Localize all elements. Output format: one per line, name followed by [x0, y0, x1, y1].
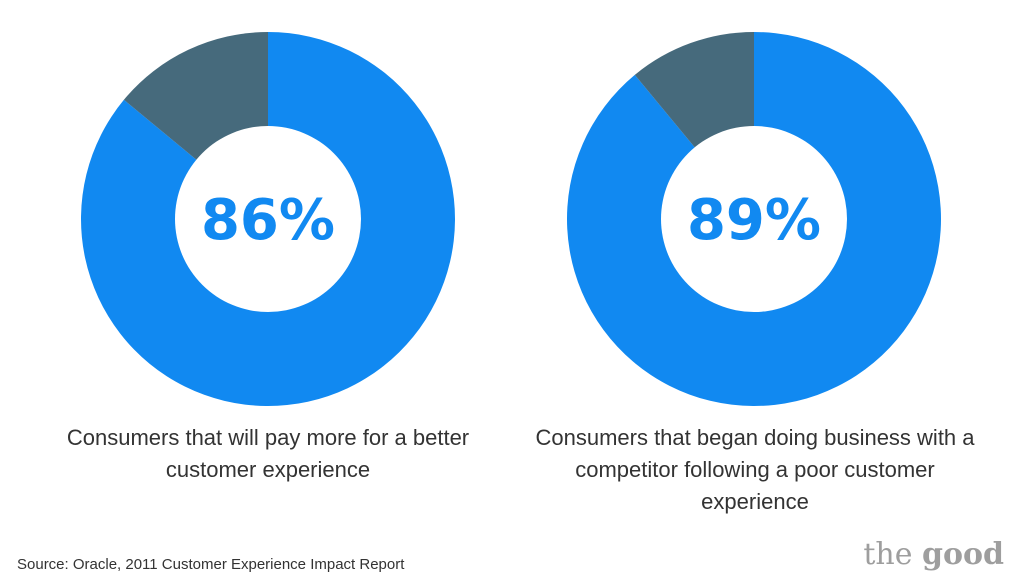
donut-hole-right	[661, 126, 847, 312]
logo-good: good	[922, 537, 1004, 572]
center-value-left: 86%	[201, 188, 335, 253]
center-value-right: 89%	[687, 188, 821, 253]
logo-the: the	[863, 537, 913, 572]
donut-chart-right: 89%	[567, 32, 942, 406]
donut-chart-left: 86%	[81, 32, 456, 406]
brand-logo: the good	[863, 538, 1004, 572]
donut-hole-left	[175, 126, 361, 312]
chart-caption-right: Consumers that began doing business with…	[535, 425, 975, 514]
source-note: Source: Oracle, 2011 Customer Experience…	[17, 556, 405, 573]
chart-caption-left: Consumers that will pay more for a bette…	[66, 425, 470, 482]
